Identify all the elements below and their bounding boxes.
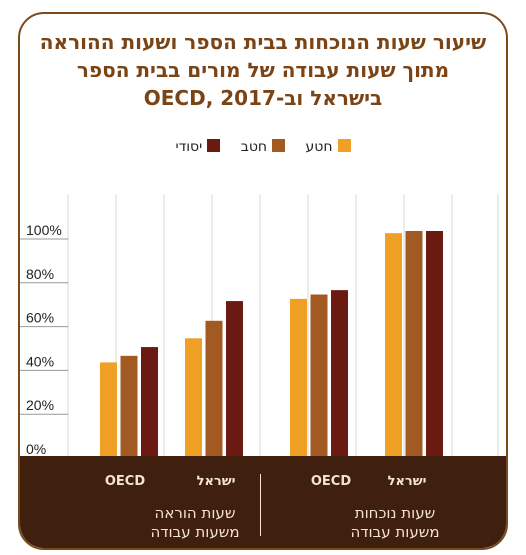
group-label-presence: שעות נוכחות משעות עבודה [325, 504, 465, 542]
chart-card: שיעור שעות הנוכחות בבית הספר ושעות ההורא… [18, 12, 508, 550]
category-label: ישראל [372, 474, 442, 489]
bar-2-1 [331, 290, 348, 456]
group-label-line: משעות עבודה [125, 523, 265, 542]
bar-2-2 [226, 301, 243, 456]
category-label: ישראל [181, 474, 251, 489]
bar-0-1 [290, 299, 307, 456]
y-tick-label: 0% [26, 441, 46, 456]
y-tick-label: 80% [26, 266, 54, 282]
bar-2-0 [426, 231, 443, 456]
bar-2-3 [141, 347, 158, 456]
bar-1-1 [311, 295, 328, 456]
y-tick-label: 60% [26, 310, 54, 326]
group-label-teaching: שעות הוראה משעות עבודה [125, 504, 265, 542]
category-label: OECD [296, 474, 366, 489]
group-label-line: שעות הוראה [125, 504, 265, 523]
bar-0-3 [100, 362, 117, 456]
category-label: OECD [90, 474, 160, 489]
bar-0-0 [385, 233, 402, 456]
bar-1-3 [121, 356, 138, 456]
y-tick-label: 20% [26, 397, 54, 413]
y-tick-label: 40% [26, 353, 54, 369]
bar-1-0 [406, 231, 423, 456]
group-label-line: משעות עבודה [325, 523, 465, 542]
bar-1-2 [206, 321, 223, 456]
group-label-line: שעות נוכחות [325, 504, 465, 523]
bar-chart-plot: 0% 20% 40% 60% 80% 100% [20, 14, 506, 456]
chart-footer: ישראל OECD ישראל OECD שעות נוכחות משעות … [20, 456, 508, 550]
y-tick-label: 100% [26, 222, 62, 238]
bar-0-2 [185, 338, 202, 456]
